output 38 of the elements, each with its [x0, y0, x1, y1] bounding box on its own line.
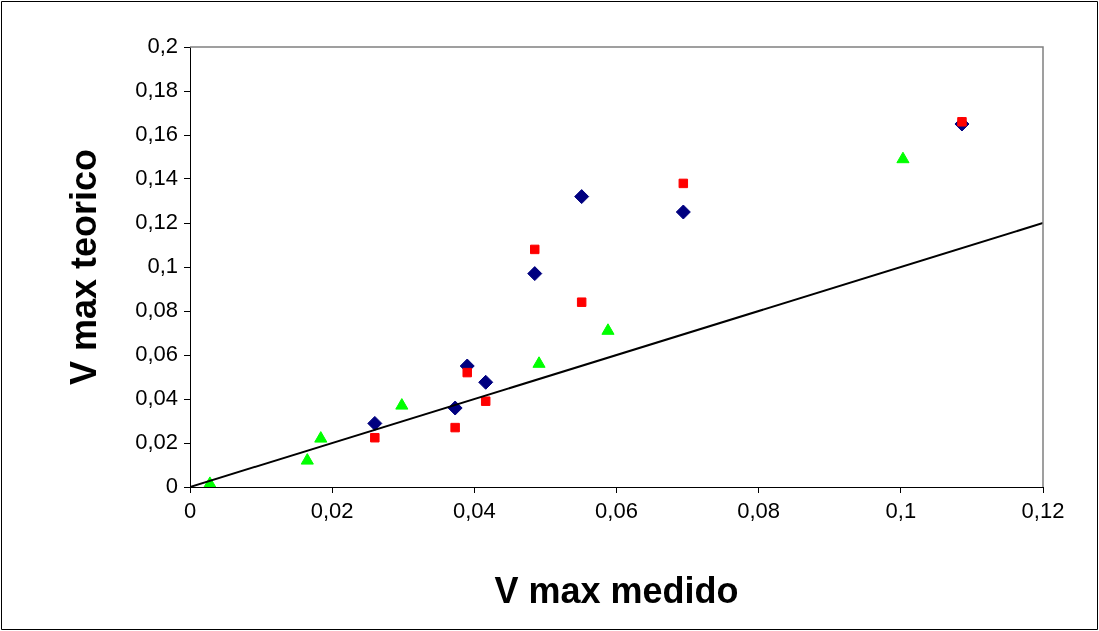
y-tick-label: 0,12 — [135, 209, 178, 235]
x-tick-label: 0,1 — [885, 498, 917, 524]
y-tick-label: 0,02 — [135, 429, 178, 455]
x-tick-label: 0,02 — [310, 498, 354, 524]
y-tick-label: 0,04 — [135, 385, 178, 411]
point — [530, 244, 540, 255]
x-axis-title: V max medido — [494, 570, 739, 612]
y-tick-label: 0,18 — [135, 77, 178, 103]
x-tick-label: 0,08 — [737, 498, 781, 524]
point — [527, 266, 543, 282]
x-tick-label: 0,04 — [452, 498, 496, 524]
point — [601, 323, 615, 335]
point — [450, 422, 460, 433]
point — [574, 189, 590, 205]
point — [678, 178, 689, 189]
point — [576, 297, 587, 307]
point — [532, 356, 546, 368]
y-tick-label: 0,2 — [147, 33, 178, 59]
y-axis-title: V max teorico — [62, 148, 104, 386]
point — [370, 432, 380, 443]
y-tick-label: 0,16 — [135, 121, 178, 147]
point — [480, 396, 491, 406]
point — [462, 367, 472, 378]
point — [675, 204, 691, 220]
x-tick-label: 0 — [183, 498, 197, 524]
point — [300, 453, 314, 465]
y-tick-label: 0 — [165, 473, 178, 499]
y-tick-label: 0,06 — [135, 341, 178, 367]
point — [478, 374, 494, 390]
x-tick-label: 0,06 — [595, 498, 638, 524]
y-tick-label: 0,14 — [135, 165, 178, 191]
point — [367, 415, 383, 431]
point — [314, 431, 328, 443]
y-tick-label: 0,08 — [135, 297, 178, 323]
y-tick-label: 0,1 — [147, 253, 178, 279]
x-tick-label: 0,12 — [1021, 498, 1065, 524]
point — [395, 398, 409, 410]
point — [896, 151, 910, 164]
